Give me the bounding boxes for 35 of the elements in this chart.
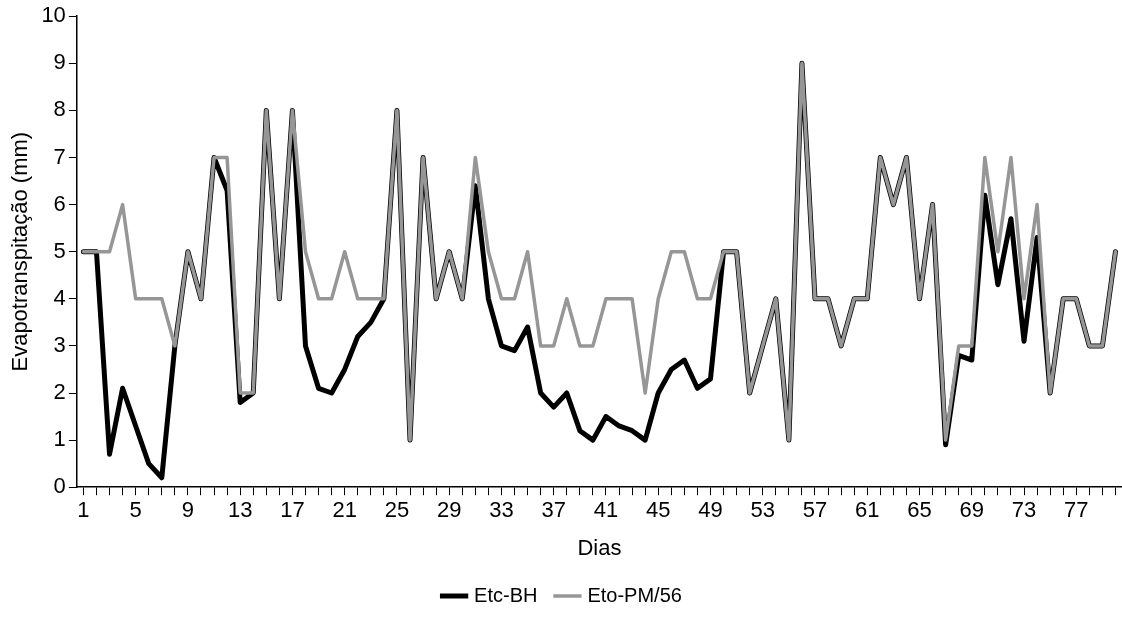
- x-tick-label: 57: [802, 497, 828, 523]
- x-axis-title: Dias: [577, 534, 622, 560]
- legend-label: Etc-BH: [474, 583, 538, 606]
- x-tick-label: 53: [750, 497, 775, 523]
- y-tick-label: 0: [53, 473, 66, 499]
- x-tick-label: 65: [907, 497, 932, 523]
- x-tick-label: 37: [541, 497, 566, 523]
- y-tick-label: 1: [53, 426, 66, 452]
- x-tick-label: 29: [436, 497, 462, 523]
- x-tick-label: 5: [129, 497, 142, 523]
- y-tick-label: 7: [53, 143, 66, 169]
- y-tick-label: 10: [41, 2, 66, 28]
- x-tick-label: 33: [489, 497, 514, 523]
- x-tick-label: 17: [280, 497, 305, 523]
- y-tick-label: 8: [53, 96, 66, 122]
- legend-label: Eto-PM/56: [587, 583, 682, 606]
- x-tick-label: 49: [698, 497, 723, 523]
- x-tick-label: 25: [384, 497, 410, 523]
- x-tick-label: 13: [227, 497, 253, 523]
- y-tick-label: 2: [53, 379, 66, 405]
- y-tick-label: 3: [53, 331, 66, 357]
- x-tick-label: 69: [959, 497, 984, 523]
- x-tick-label: 9: [181, 497, 195, 523]
- x-tick-label: 77: [1064, 497, 1089, 523]
- y-tick-label: 6: [53, 190, 66, 216]
- x-tick-label: 45: [645, 497, 671, 523]
- x-tick-label: 41: [593, 497, 619, 523]
- y-tick-label: 9: [53, 49, 66, 75]
- x-tick-label: 61: [855, 497, 880, 523]
- y-tick-label: 4: [53, 284, 66, 310]
- y-axis-title: Evapotranspitação (mm): [7, 131, 33, 372]
- y-tick-label: 5: [53, 237, 66, 263]
- x-tick-label: 21: [332, 497, 357, 523]
- x-tick-label: 73: [1011, 497, 1037, 523]
- x-tick-label: 1: [77, 497, 90, 523]
